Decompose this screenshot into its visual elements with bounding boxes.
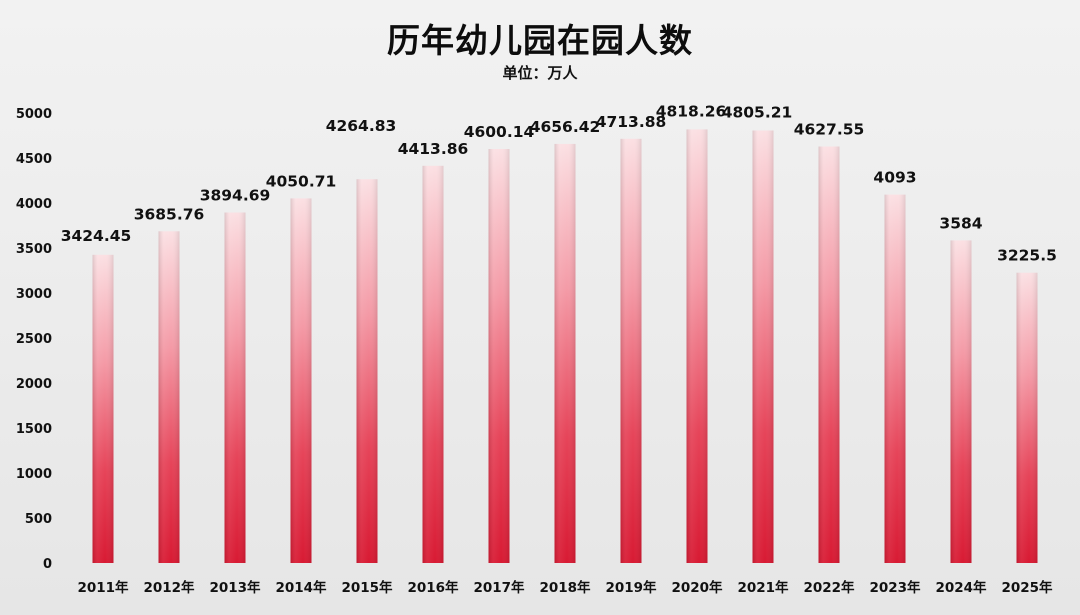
x-tick-label: 2019年 xyxy=(605,579,657,596)
data-label: 4050.71 xyxy=(266,172,337,190)
bar-shade xyxy=(92,254,114,564)
y-tick-label: 4500 xyxy=(16,152,52,167)
bar-shade xyxy=(1016,272,1038,563)
bar-shade xyxy=(818,146,840,563)
bar-shade xyxy=(620,138,642,564)
x-tick-label: 2013年 xyxy=(209,579,261,596)
bar-shade xyxy=(686,129,708,563)
y-tick-label: 500 xyxy=(25,512,52,527)
bar-shade xyxy=(554,143,576,563)
y-tick-label: 3000 xyxy=(16,287,52,302)
bar-shade xyxy=(356,179,378,563)
y-tick-label: 0 xyxy=(43,557,52,572)
x-tick-label: 2025年 xyxy=(1001,579,1053,596)
data-label: 4413.86 xyxy=(398,140,469,158)
x-axis: 2011年 2012年 2013年 2014年 2015年 2016年 2017年 2018年… xyxy=(77,579,1053,596)
y-tick-label: 4000 xyxy=(16,197,52,212)
data-label: 4805.21 xyxy=(722,104,793,122)
x-tick-label: 2021年 xyxy=(737,579,789,596)
data-label: 4093 xyxy=(873,169,916,187)
chart-title: 历年幼儿园在园人数 xyxy=(387,21,693,60)
x-tick-label: 2011年 xyxy=(77,579,129,596)
x-tick-label: 2023年 xyxy=(869,579,921,596)
y-tick-label: 2000 xyxy=(16,377,52,392)
data-label: 4627.55 xyxy=(794,121,865,139)
bar-shade xyxy=(158,231,180,564)
data-label: 3424.45 xyxy=(61,227,132,245)
bar-shade xyxy=(950,240,972,563)
x-tick-label: 2017年 xyxy=(473,579,525,596)
x-tick-label: 2022年 xyxy=(803,579,855,596)
y-axis: 0 500 1000 1500 2000 2500 3000 3500 4000 4500 5000 xyxy=(16,107,52,572)
y-tick-label: 1500 xyxy=(16,422,52,437)
data-label: 4713.88 xyxy=(596,113,667,131)
x-tick-label: 2020年 xyxy=(671,579,723,596)
bar-shade xyxy=(224,212,246,563)
x-tick-label: 2012年 xyxy=(143,579,195,596)
bars xyxy=(92,129,1038,564)
bar-shade xyxy=(488,149,510,563)
data-label: 4656.42 xyxy=(530,118,601,136)
bar-shade xyxy=(884,194,906,563)
data-label: 3584 xyxy=(939,214,982,232)
data-label: 4264.83 xyxy=(326,117,397,135)
bar-shade xyxy=(422,165,444,564)
y-tick-label: 3500 xyxy=(16,242,52,257)
y-tick-label: 2500 xyxy=(16,332,52,347)
x-tick-label: 2018年 xyxy=(539,579,591,596)
data-label: 3894.69 xyxy=(200,187,271,205)
bar-shade xyxy=(752,130,774,563)
y-tick-label: 1000 xyxy=(16,467,52,482)
y-tick-label: 5000 xyxy=(16,107,52,122)
x-tick-label: 2015年 xyxy=(341,579,393,596)
x-tick-label: 2016年 xyxy=(407,579,459,596)
data-label: 3685.76 xyxy=(134,205,205,223)
data-label: 3225.5 xyxy=(997,247,1057,265)
x-tick-label: 2014年 xyxy=(275,579,327,596)
chart-subtitle: 单位：万人 xyxy=(502,64,578,82)
x-tick-label: 2024年 xyxy=(935,579,987,596)
bar-shade xyxy=(290,198,312,563)
data-label: 4600.14 xyxy=(464,123,535,141)
data-label: 4818.26 xyxy=(656,102,727,120)
